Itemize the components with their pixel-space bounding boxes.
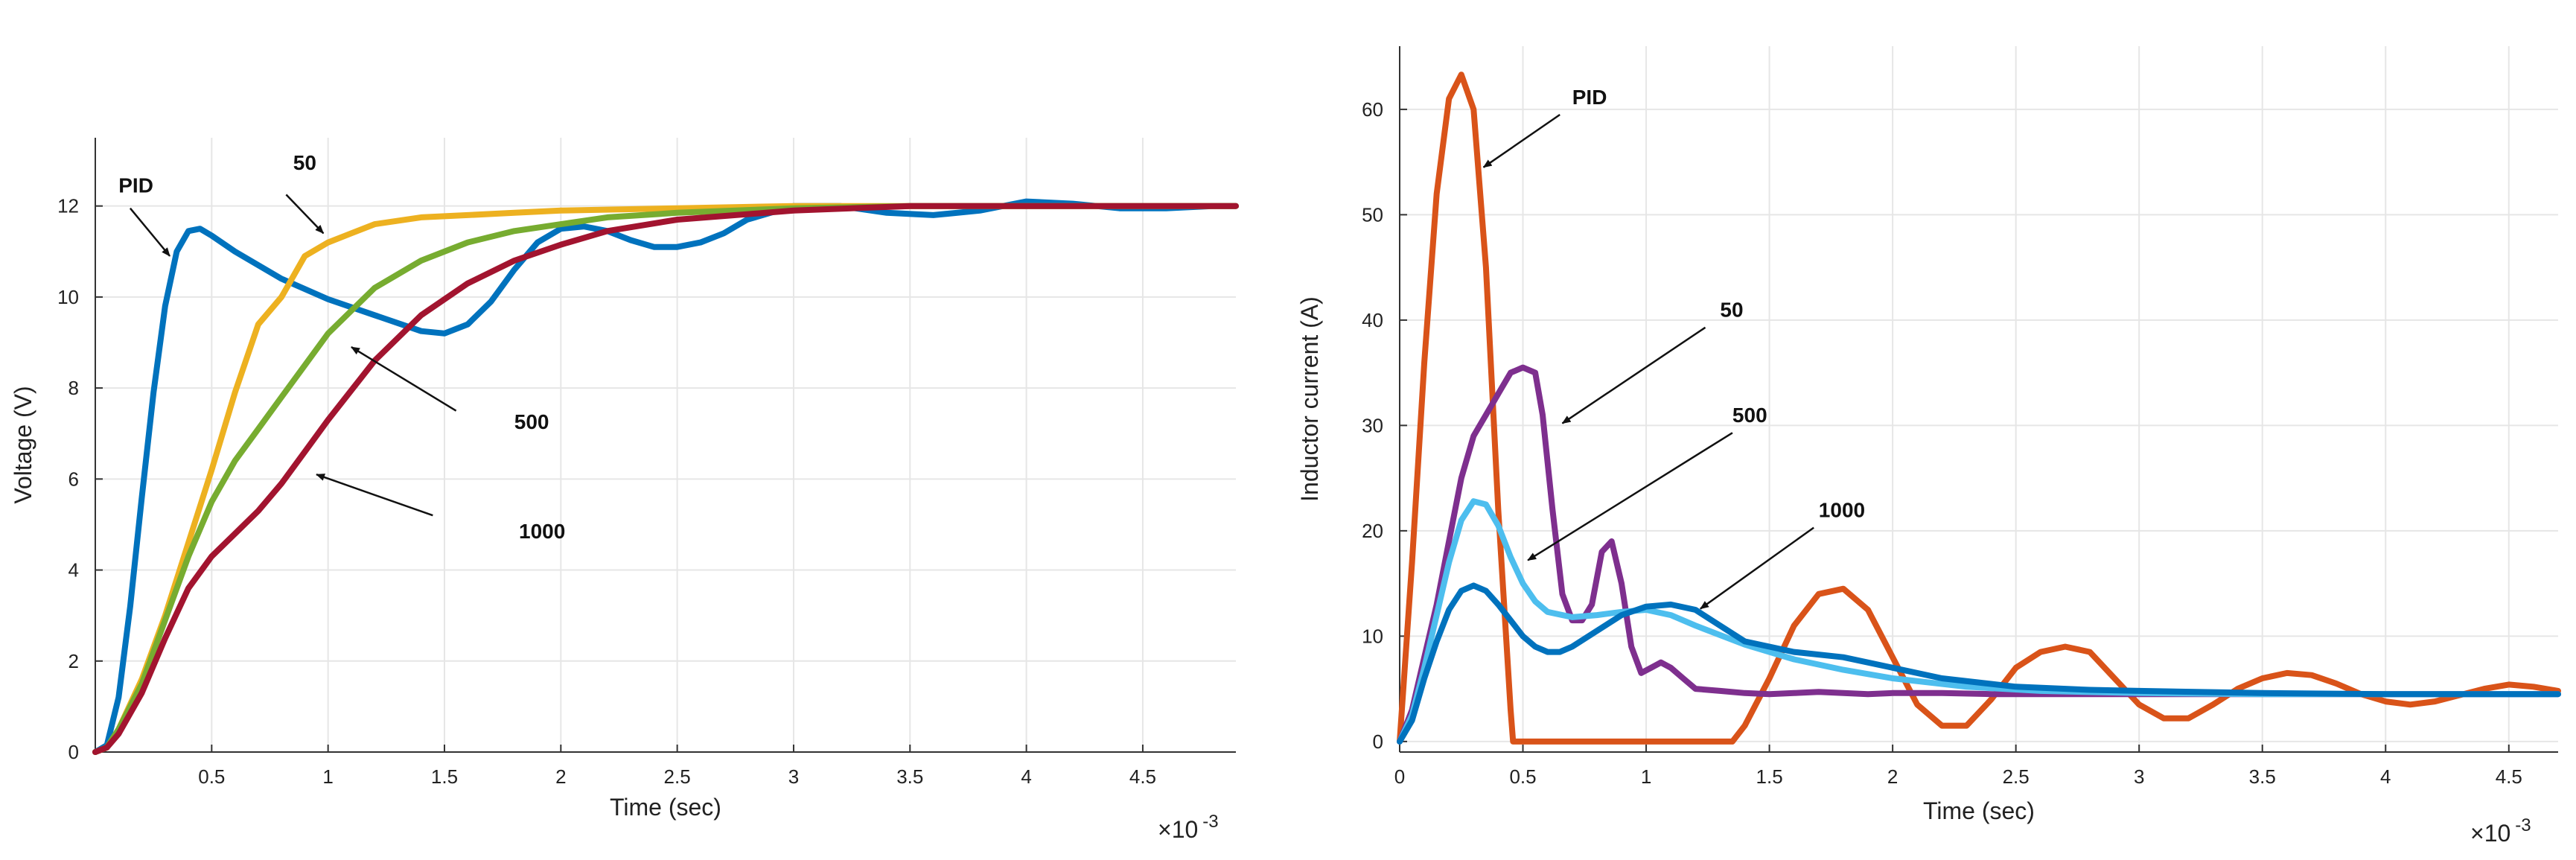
- x-tick-label: 0: [1394, 765, 1405, 788]
- x-tick-label: 3: [788, 765, 799, 788]
- series-line-1000: [1397, 582, 2561, 745]
- x-axis-multiplier: ×10 -3: [2470, 815, 2531, 847]
- x-axis-multiplier: ×10 -3: [1158, 812, 1219, 843]
- x-tick-label: 4.5: [2496, 765, 2522, 788]
- y-axis-label: Voltage (V): [10, 386, 36, 503]
- annotation-arrow: [1561, 326, 1706, 424]
- x-tick-label: 2.5: [664, 765, 691, 788]
- annotation-arrow: [1700, 526, 1814, 610]
- x-tick-label: 2.5: [2003, 765, 2030, 788]
- y-tick-label: 2: [68, 650, 79, 672]
- x-tick-label: 1.5: [431, 765, 458, 788]
- annotation-arrow: [285, 194, 325, 235]
- series-line-pid: [1397, 71, 2561, 745]
- x-tick-label: 1: [322, 765, 333, 788]
- annotation-label-500: 500: [1732, 404, 1767, 427]
- y-tick-label: 20: [1362, 520, 1383, 542]
- x-tick-label: 1: [1641, 765, 1651, 788]
- y-tick-label: 0: [1373, 730, 1383, 753]
- x-tick-label: 0.5: [1509, 765, 1536, 788]
- y-tick-label: 12: [57, 195, 79, 217]
- annotation-label-pid: PID: [1572, 86, 1607, 109]
- y-axis-label: Inductor current (A): [1296, 296, 1323, 502]
- annotation-label-1000: 1000: [519, 520, 565, 543]
- y-tick-label: 50: [1362, 203, 1383, 226]
- annotation-label-pid: PID: [118, 173, 153, 197]
- x-tick-label: 4: [2380, 765, 2391, 788]
- y-tick-label: 6: [68, 468, 79, 490]
- x-tick-label: 1.5: [1756, 765, 1783, 788]
- x-tick-label: 3.5: [896, 765, 923, 788]
- y-tick-label: 4: [68, 559, 79, 582]
- y-tick-label: 40: [1362, 309, 1383, 331]
- annotation-arrow: [351, 346, 457, 412]
- x-tick-label: 3.5: [2249, 765, 2276, 788]
- y-tick-label: 10: [1362, 625, 1383, 647]
- voltage-chart: 0.5 1 1.5 2 2.5 3 3.5 4 4.5 0 2 4 6 8 10 12 Time (sec) Vo…: [10, 138, 1239, 843]
- x-axis-label: Time (sec): [1923, 797, 2035, 824]
- annotation-label-50: 50: [1720, 299, 1743, 322]
- annotation-arrow: [1482, 113, 1560, 168]
- annotation-arrow: [129, 207, 171, 257]
- y-tick-label: 8: [68, 377, 79, 399]
- series-line-1000: [92, 203, 1239, 755]
- series-line-pid: [92, 198, 1239, 755]
- annotation-label-1000: 1000: [1819, 498, 1865, 521]
- y-tick-label: 0: [68, 741, 79, 763]
- y-tick-label: 30: [1362, 414, 1383, 436]
- x-tick-label: 3: [2134, 765, 2144, 788]
- x-tick-label: 4: [1021, 765, 1031, 788]
- inductor-current-chart: 0 0.5 1 1.5 2 2.5 3 3.5 4 4.5 0 10 20 30 40 50 60 Time (s…: [1296, 46, 2561, 847]
- x-tick-label: 4.5: [1129, 765, 1156, 788]
- x-tick-label: 0.5: [198, 765, 225, 788]
- x-tick-label: 2: [555, 765, 566, 788]
- y-tick-label: 60: [1362, 98, 1383, 121]
- annotation-label-500: 500: [514, 410, 549, 433]
- x-tick-label: 2: [1887, 765, 1898, 788]
- annotation-arrow: [316, 474, 433, 517]
- y-tick-label: 10: [57, 286, 79, 308]
- annotation-arrow: [1527, 432, 1733, 561]
- annotation-label-50: 50: [293, 151, 316, 174]
- x-axis-label: Time (sec): [610, 794, 721, 821]
